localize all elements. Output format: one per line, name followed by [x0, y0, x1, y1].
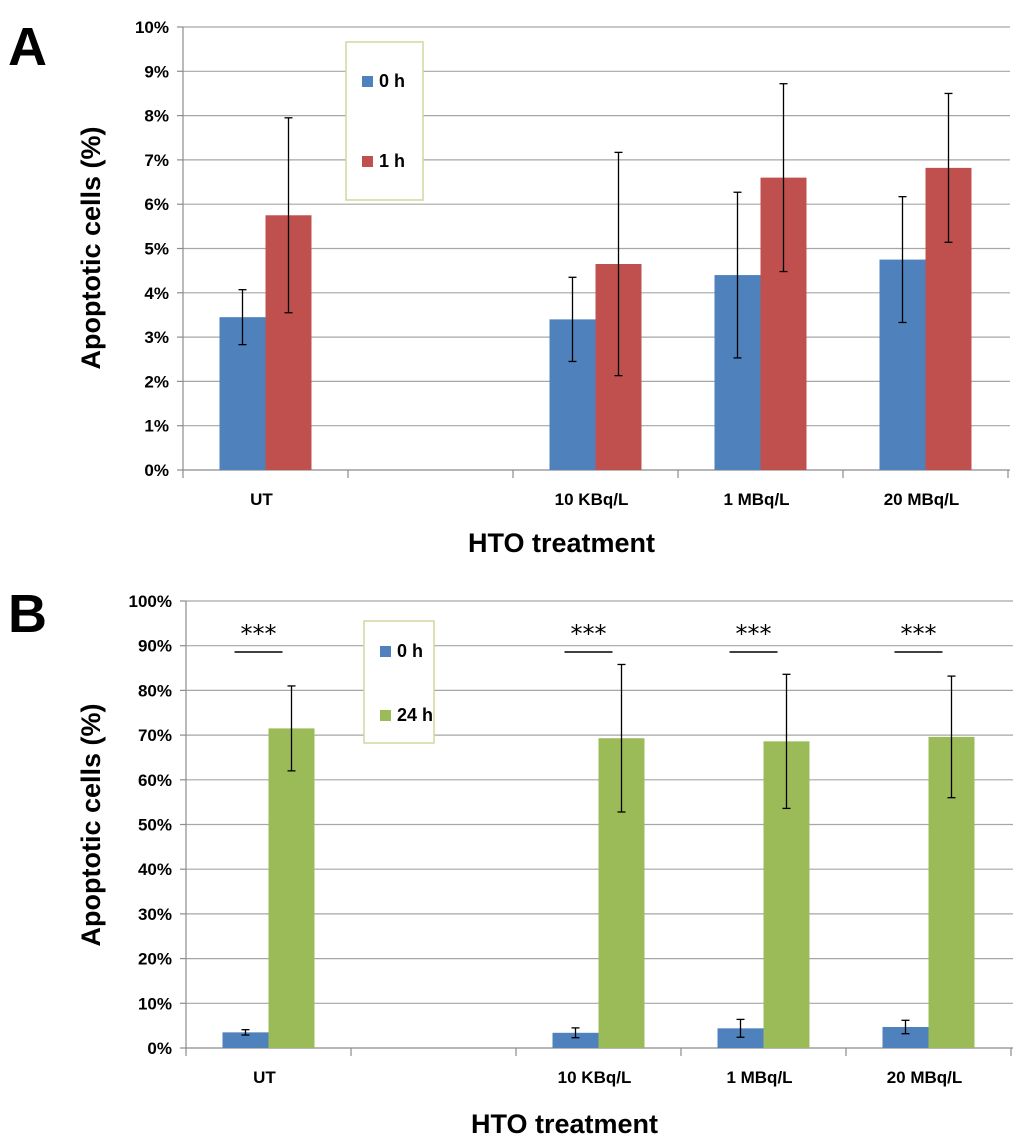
y-tick-label: 4% [144, 284, 169, 303]
y-tick-label: 90% [138, 637, 172, 656]
x-category-label: 20 MBq/L [884, 490, 960, 509]
y-tick-label: 7% [144, 151, 169, 170]
y-tick-label: 2% [144, 372, 169, 391]
x-category-label: 1 MBq/L [723, 490, 789, 509]
y-tick-label: 30% [138, 905, 172, 924]
x-category-label: UT [253, 1068, 276, 1087]
legend-label: 0 h [397, 641, 423, 661]
chart-panel-a: A 0% 1% 2% 3% 4% 5% 6% 7% 8% 9% 10% UT 10 KBq/L 1 MBq/… [8, 17, 1010, 558]
legend-box [363, 620, 435, 744]
y-tick-label: 9% [144, 62, 169, 81]
legend-swatch [380, 710, 391, 721]
legend-box [345, 41, 424, 201]
y-axis-title: Apoptotic cells (%) [76, 703, 106, 946]
legend-label: 1 h [379, 151, 405, 171]
y-tick-label: 3% [144, 328, 169, 347]
legend-swatch [380, 646, 391, 657]
y-tick-label: 8% [144, 107, 169, 126]
significance-stars: *** [736, 620, 772, 648]
bar-0h-10-kbq-l [552, 1032, 599, 1048]
legend-swatch [362, 76, 373, 87]
chart-panel-b: B 0% 10% 20% 30% 40% 50% 60% 70% 80% 90% 100% UT 10 K… [8, 584, 1013, 1139]
y-tick-label: 60% [138, 771, 172, 790]
y-tick-label: 1% [144, 417, 169, 436]
y-tick-label: 10% [138, 994, 172, 1013]
y-tick-label: 50% [138, 816, 172, 835]
y-tick-label: 0% [144, 461, 169, 480]
panel-letter: A [8, 17, 47, 77]
y-tick-label: 70% [138, 726, 172, 745]
y-tick-label: 0% [147, 1039, 172, 1058]
legend-swatch [362, 156, 373, 167]
y-tick-label: 10% [135, 18, 169, 37]
x-category-label: 1 MBq/L [726, 1068, 792, 1087]
x-category-label: 10 KBq/L [555, 490, 629, 509]
significance-stars: *** [241, 620, 277, 648]
significance-stars: *** [571, 620, 607, 648]
significance-stars: *** [901, 620, 937, 648]
bar-0h-20-mbq-l [882, 1026, 929, 1048]
bar-24h-ut [268, 728, 315, 1048]
legend: 0 h 1 h [345, 41, 424, 201]
x-category-label: 20 MBq/L [887, 1068, 963, 1087]
x-axis-title: HTO treatment [468, 528, 655, 558]
panel-letter: B [8, 584, 47, 644]
bar-0h-ut [222, 1032, 269, 1048]
y-tick-label: 80% [138, 681, 172, 700]
x-category-label: 10 KBq/L [558, 1068, 632, 1087]
x-axis-title: HTO treatment [471, 1109, 658, 1139]
legend-label: 0 h [379, 71, 405, 91]
y-tick-label: 20% [138, 950, 172, 969]
x-category-label: UT [250, 490, 273, 509]
y-tick-label: 40% [138, 860, 172, 879]
bar-0h-1-mbq-l [717, 1028, 764, 1048]
y-tick-label: 100% [129, 592, 172, 611]
y-axis-title: Apoptotic cells (%) [76, 126, 106, 369]
y-tick-label: 5% [144, 240, 169, 259]
legend: 0 h 24 h [363, 620, 435, 744]
legend-label: 24 h [397, 705, 433, 725]
y-tick-label: 6% [144, 195, 169, 214]
